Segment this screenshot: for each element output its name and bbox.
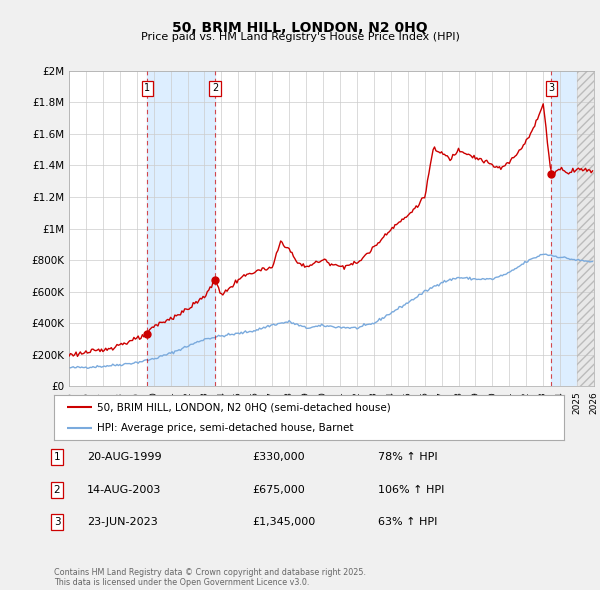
Text: 23-JUN-2023: 23-JUN-2023 [87,517,158,527]
Text: 1: 1 [145,83,151,93]
Bar [577,71,594,386]
Text: 3: 3 [548,83,554,93]
Text: 63% ↑ HPI: 63% ↑ HPI [378,517,437,527]
Text: £1,345,000: £1,345,000 [252,517,315,527]
Bar [148,71,215,386]
Text: 2: 2 [53,485,61,494]
Bar [551,71,577,386]
Text: 20-AUG-1999: 20-AUG-1999 [87,453,161,462]
Bar [577,71,594,386]
Text: £330,000: £330,000 [252,453,305,462]
Text: 78% ↑ HPI: 78% ↑ HPI [378,453,437,462]
Text: 50, BRIM HILL, LONDON, N2 0HQ: 50, BRIM HILL, LONDON, N2 0HQ [172,21,428,35]
Text: 14-AUG-2003: 14-AUG-2003 [87,485,161,494]
Text: 106% ↑ HPI: 106% ↑ HPI [378,485,445,494]
Text: Price paid vs. HM Land Registry's House Price Index (HPI): Price paid vs. HM Land Registry's House … [140,32,460,42]
Text: HPI: Average price, semi-detached house, Barnet: HPI: Average price, semi-detached house,… [97,422,354,432]
Text: £675,000: £675,000 [252,485,305,494]
Text: 50, BRIM HILL, LONDON, N2 0HQ (semi-detached house): 50, BRIM HILL, LONDON, N2 0HQ (semi-deta… [97,402,391,412]
Text: 1: 1 [53,453,61,462]
Text: 2: 2 [212,83,218,93]
Text: Contains HM Land Registry data © Crown copyright and database right 2025.
This d: Contains HM Land Registry data © Crown c… [54,568,366,587]
Text: 3: 3 [53,517,61,527]
